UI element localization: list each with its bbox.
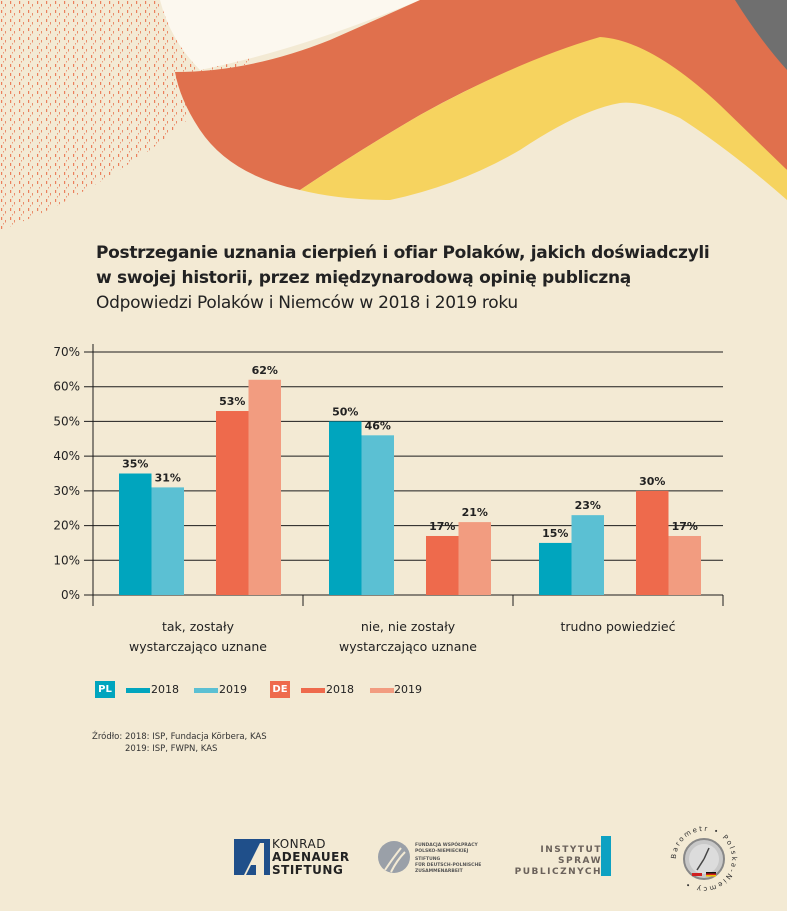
x-category-label: tak, zostały xyxy=(162,619,235,634)
y-tick-label: 10% xyxy=(53,553,80,567)
bar-de-2018 xyxy=(216,411,249,595)
legend-swatch-de-2019 xyxy=(370,688,394,693)
legend-badge-de: DE xyxy=(270,681,290,698)
legend-swatch-pl-2019 xyxy=(194,688,218,693)
source-label: Źródło: xyxy=(92,732,123,742)
data-label: 31% xyxy=(155,471,181,484)
y-tick-label: 40% xyxy=(53,449,80,463)
chart-subtitle: Odpowiedzi Polaków i Niemców w 2018 i 20… xyxy=(96,293,518,313)
legend-label-de-2019: 2019 xyxy=(394,683,422,696)
x-category-label: wystarczająco uznane xyxy=(339,639,477,654)
bar-pl-2019 xyxy=(571,515,604,595)
isp-logo-bar xyxy=(601,836,611,876)
legend-swatch-pl-2018 xyxy=(126,688,150,693)
y-tick-label: 60% xyxy=(53,380,80,394)
x-category-label: nie, nie zostały xyxy=(361,619,456,634)
bar-pl-2019 xyxy=(151,487,184,595)
x-category-label: wystarczająco uznane xyxy=(129,639,267,654)
legend-label-pl-2019: 2019 xyxy=(219,683,247,696)
data-label: 50% xyxy=(332,405,358,418)
bar-de-2019 xyxy=(668,535,701,595)
bar-pl-2018 xyxy=(539,542,572,595)
y-tick-label: 50% xyxy=(53,414,80,428)
data-label: 62% xyxy=(252,364,278,377)
bar-de-2018 xyxy=(636,490,669,595)
barometr-logo-icon: Barometr • Polska-Niemcy • xyxy=(669,824,739,894)
title-line-1: Postrzeganie uznania cierpień i ofiar Po… xyxy=(96,243,710,263)
data-label: 21% xyxy=(462,506,488,519)
bar-pl-2018 xyxy=(119,473,152,595)
bar-de-2018 xyxy=(426,535,459,595)
y-tick-label: 30% xyxy=(53,484,80,498)
kas-logo-text: KONRAD ADENAUER STIFTUNG xyxy=(272,837,350,877)
header-decoration xyxy=(0,0,787,230)
legend-swatch-de-2018 xyxy=(301,688,325,693)
isp-logo-text: INSTYTUT SPRAW PUBLICZNYCH xyxy=(514,845,602,877)
fwpn-logo-icon xyxy=(378,841,410,873)
y-tick-label: 0% xyxy=(61,588,80,602)
source-line-2018: 2018: ISP, Fundacja Körbera, KAS xyxy=(125,732,267,742)
white-wave xyxy=(160,0,420,70)
data-label: 46% xyxy=(365,419,391,432)
bar-pl-2019 xyxy=(361,435,394,595)
data-label: 35% xyxy=(122,458,148,471)
bar-de-2019 xyxy=(248,379,281,595)
fwpn-logo-text: FUNDACJA WSPÓŁPRACY POLSKO-NIEMIECKIEJ S… xyxy=(415,843,482,874)
data-label: 15% xyxy=(542,527,568,540)
gray-corner xyxy=(735,0,787,70)
legend-label-pl-2018: 2018 xyxy=(151,683,179,696)
data-label: 23% xyxy=(575,499,601,512)
data-label: 30% xyxy=(639,475,665,488)
bar-de-2019 xyxy=(458,522,491,595)
bar-pl-2018 xyxy=(329,421,362,595)
title-line-2: w swojej historii, przez międzynarodową … xyxy=(96,268,631,288)
data-label: 53% xyxy=(219,395,245,408)
kas-logo-icon xyxy=(234,839,270,875)
y-tick-label: 20% xyxy=(53,519,80,533)
data-label: 17% xyxy=(429,520,455,533)
bar-chart: 0% 10% 20% 30% 40% 50% 60% 70% 35% 50% 15% 31% 46% 23… xyxy=(53,344,724,654)
y-tick-label: 70% xyxy=(53,345,80,359)
source-line-2019: 2019: ISP, FWPN, KAS xyxy=(125,744,218,754)
yellow-wave xyxy=(300,37,787,200)
legend-badge-pl: PL xyxy=(95,681,115,698)
chart-title: Postrzeganie uznania cierpień i ofiar Po… xyxy=(96,241,710,291)
x-category-label: trudno powiedzieć xyxy=(561,619,676,634)
data-label: 17% xyxy=(672,520,698,533)
legend-label-de-2018: 2018 xyxy=(326,683,354,696)
